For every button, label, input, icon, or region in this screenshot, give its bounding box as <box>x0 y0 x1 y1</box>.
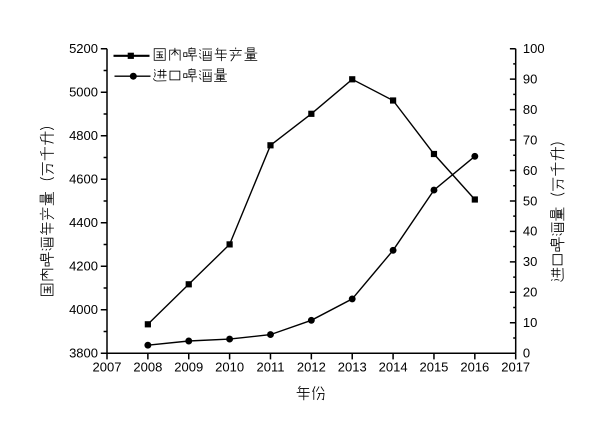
svg-text:5000: 5000 <box>69 85 98 100</box>
svg-text:2015: 2015 <box>419 359 448 374</box>
svg-text:4000: 4000 <box>69 302 98 317</box>
svg-text:4400: 4400 <box>69 215 98 230</box>
svg-text:4800: 4800 <box>69 128 98 143</box>
svg-text:3800: 3800 <box>69 346 98 361</box>
svg-text:40: 40 <box>523 224 537 239</box>
svg-text:2013: 2013 <box>338 359 367 374</box>
svg-text:30: 30 <box>523 254 537 269</box>
svg-text:70: 70 <box>523 132 537 147</box>
svg-text:2007: 2007 <box>93 359 122 374</box>
svg-text:90: 90 <box>523 72 537 87</box>
svg-text:5200: 5200 <box>69 41 98 56</box>
svg-text:2012: 2012 <box>297 359 326 374</box>
svg-text:50: 50 <box>523 193 537 208</box>
svg-text:2010: 2010 <box>215 359 244 374</box>
svg-text:2009: 2009 <box>174 359 203 374</box>
svg-text:0: 0 <box>523 346 530 361</box>
svg-text:80: 80 <box>523 102 537 117</box>
svg-text:4200: 4200 <box>69 259 98 274</box>
svg-text:2011: 2011 <box>256 359 284 374</box>
svg-text:100: 100 <box>523 41 545 56</box>
svg-text:60: 60 <box>523 163 537 178</box>
svg-text:2008: 2008 <box>133 359 162 374</box>
svg-text:2014: 2014 <box>379 359 408 374</box>
svg-text:20: 20 <box>523 285 537 300</box>
svg-text:10: 10 <box>523 315 537 330</box>
svg-text:2016: 2016 <box>460 359 489 374</box>
svg-text:2017: 2017 <box>501 359 530 374</box>
svg-text:4600: 4600 <box>69 172 98 187</box>
